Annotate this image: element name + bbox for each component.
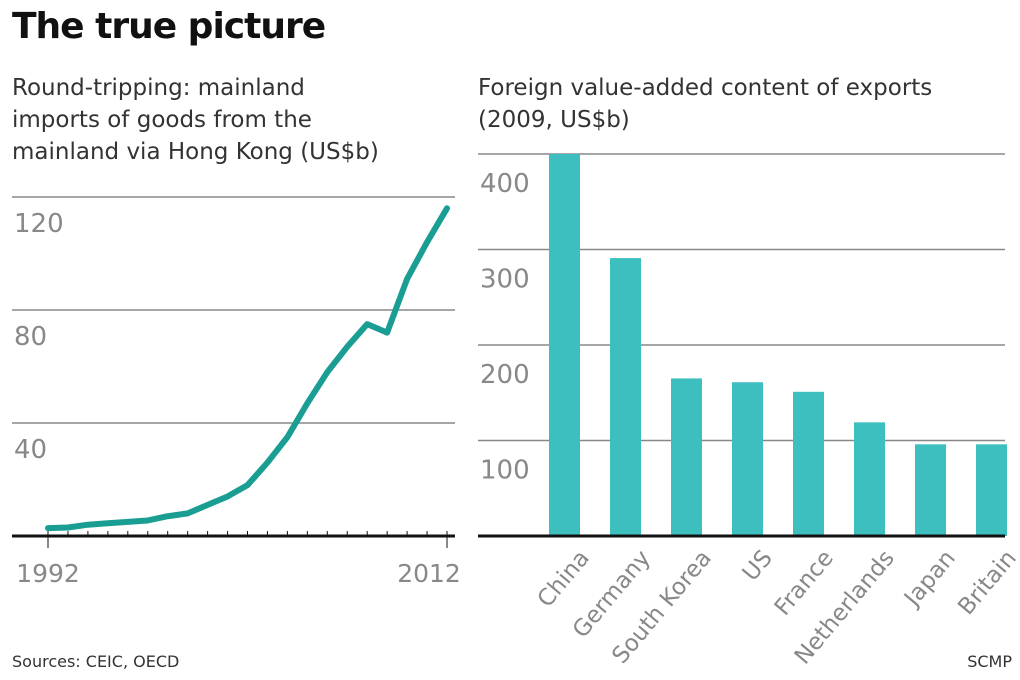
y-tick-label: 120 xyxy=(14,209,64,239)
line-chart-title-line: mainland via Hong Kong (US$b) xyxy=(12,139,379,165)
y-tick-label: 200 xyxy=(480,360,530,390)
bar-us xyxy=(732,382,763,536)
y-tick-label: 80 xyxy=(14,322,47,352)
x-tick-label: 1992 xyxy=(16,559,80,588)
line-chart-title-line: imports of goods from the xyxy=(12,107,312,133)
x-tick-label: Britain xyxy=(953,545,1020,620)
y-tick-label: 40 xyxy=(14,435,47,465)
bar-south-korea xyxy=(671,378,702,536)
page-title: The true picture xyxy=(12,6,326,47)
bar-chart-title: Foreign value-added content of exports (… xyxy=(478,72,932,136)
bar-japan xyxy=(915,444,946,536)
bar-netherlands xyxy=(854,422,885,536)
x-tick-label: China xyxy=(533,545,595,612)
bar-china xyxy=(549,154,580,536)
y-tick-label: 400 xyxy=(480,169,530,199)
bar-chart-title-line: (2009, US$b) xyxy=(478,107,630,133)
bar-chart-title-line: Foreign value-added content of exports xyxy=(478,75,933,101)
line-chart-title-line: Round-tripping: mainland xyxy=(12,75,305,101)
credit: SCMP xyxy=(967,652,1012,671)
x-tick-label: Japan xyxy=(898,545,960,612)
sources-note: Sources: CEIC, OECD xyxy=(12,652,180,671)
x-tick-label: US xyxy=(738,545,778,586)
x-tick-label: 2012 xyxy=(397,559,461,588)
bar-france xyxy=(793,391,824,536)
series-line xyxy=(45,205,450,532)
bar-britain xyxy=(976,444,1007,536)
y-tick-label: 100 xyxy=(480,456,530,486)
y-tick-label: 300 xyxy=(480,265,530,295)
bar-germany xyxy=(610,258,641,536)
line-chart-title: Round-tripping: mainland imports of good… xyxy=(12,72,379,168)
